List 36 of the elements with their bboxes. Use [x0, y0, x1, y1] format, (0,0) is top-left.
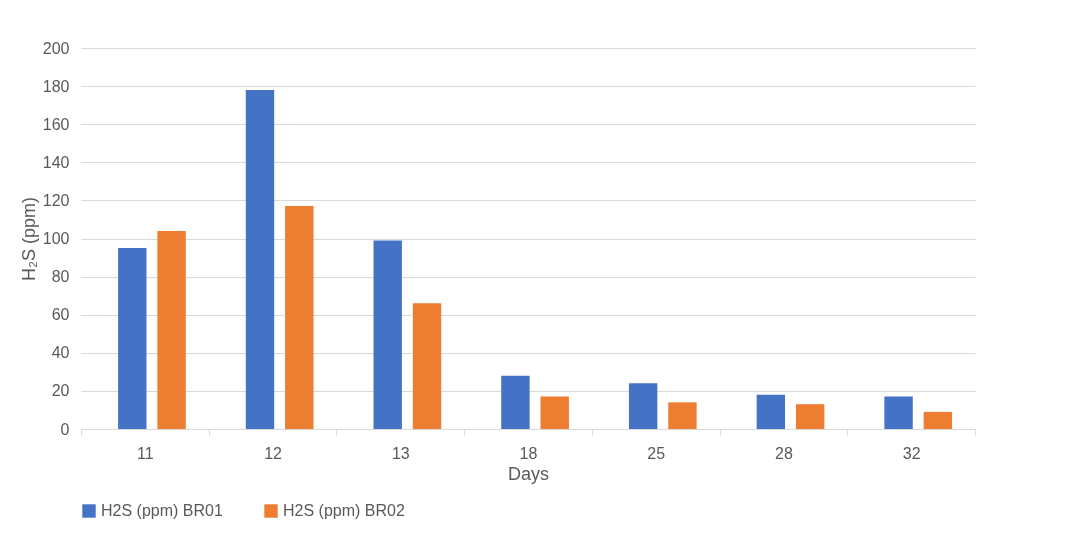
bar [628, 383, 658, 429]
y-tick-label: 120 [42, 191, 70, 209]
x-tick-label: 28 [775, 444, 793, 462]
x-tick-label: 11 [137, 444, 154, 462]
bar [157, 230, 186, 429]
x-tick-label: 12 [264, 444, 283, 462]
bar [118, 248, 147, 429]
bar [285, 206, 314, 429]
x-tick-label: 25 [647, 444, 666, 462]
bar [668, 402, 697, 429]
bar [373, 240, 402, 429]
y-tick-label: 80 [51, 268, 70, 286]
x-tick-label: 32 [902, 444, 921, 462]
y-tick-label: 20 [51, 382, 70, 400]
y-tick-label: 60 [51, 306, 70, 324]
y-tick-label: 140 [42, 153, 70, 171]
legend-label: H2S (ppm) BR02 [283, 502, 405, 519]
y-tick-label: 180 [42, 77, 70, 95]
bar [540, 396, 569, 429]
bar [884, 396, 913, 429]
bar [501, 375, 530, 429]
y-tick-label: 40 [51, 344, 70, 362]
y-axis-title: H₂S (ppm) [18, 197, 39, 281]
y-tick-label: 100 [42, 230, 70, 247]
bar [795, 404, 825, 429]
y-tick-label: 200 [42, 39, 70, 57]
bar [923, 411, 953, 429]
x-tick-label: 13 [391, 444, 410, 462]
y-tick-label: 0 [60, 420, 70, 438]
bar [245, 89, 275, 429]
y-tick-label: 160 [42, 115, 70, 133]
x-axis-title: Days [507, 463, 550, 484]
x-tick-label: 18 [519, 444, 538, 462]
bar [412, 303, 442, 429]
legend-label: H2S (ppm) BR01 [101, 502, 223, 519]
bar [756, 394, 786, 429]
